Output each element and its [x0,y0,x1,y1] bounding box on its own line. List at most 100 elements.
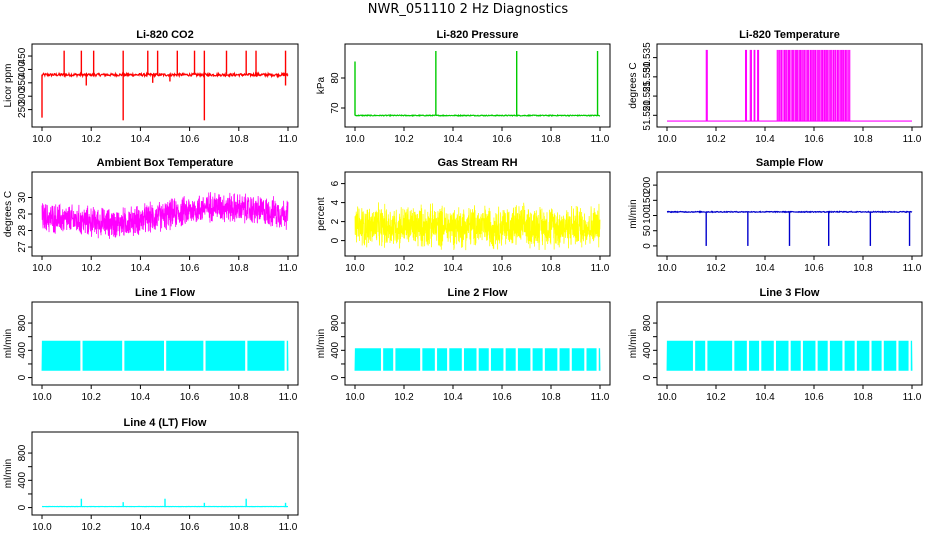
series-line [354,113,601,118]
panel-title: Gas Stream RH [437,157,517,169]
y-axis-label: Licor ppm [3,64,14,108]
y-tick-label: 100 [642,207,653,224]
x-tick-label: 10.6 [180,263,200,274]
x-tick-label: 10.4 [443,263,463,274]
x-tick-label: 10.8 [853,392,873,403]
gap-mark [800,339,803,372]
plot-frame [31,431,299,516]
y-axis-label: ml/min [3,459,14,488]
x-tick-label: 10.0 [32,392,52,403]
y-tick-label: 50 [642,225,653,237]
x-tick-label: 10.4 [443,392,463,403]
y-tick-label: 0 [330,237,341,243]
panel-line-4-lt-flow: Line 4 (LT) Flow 10.0 10.2 10.4 10.6 10.8 11.0… [3,417,299,533]
panel-title: Li-820 Temperature [739,29,840,41]
y-tick-label: 800 [642,314,653,331]
gap-mark [420,347,423,372]
y-tick-label: 0 [17,504,28,510]
panel-line-2-flow: Line 2 Flow 10.0 10.2 10.4 10.6 10.8 11.0 0 400 8… [316,287,611,403]
x-tick-label: 10.2 [394,134,414,145]
y-tick-label: 51.525 [642,80,653,111]
x-tick-label: 10.4 [443,134,463,145]
x-tick-label: 11.0 [279,263,298,274]
gap-mark [773,339,776,372]
gap-mark [122,339,125,372]
panel-title: Li-820 CO2 [136,29,193,41]
panel-title: Line 4 (LT) Flow [124,417,207,429]
x-tick-label: 10.2 [706,263,726,274]
gap-mark [164,339,167,372]
series-line [41,192,289,239]
gap-mark [203,339,206,372]
y-tick-label: 400 [17,61,28,78]
gap-mark [284,339,287,372]
x-tick-label: 11.0 [903,263,922,274]
x-tick-label: 11.0 [903,134,922,145]
y-tick-label: 250 [17,101,28,118]
x-tick-label: 10.8 [229,392,249,403]
x-tick-label: 10.4 [755,134,775,145]
x-tick-label: 11.0 [279,522,298,533]
gap-mark [447,347,450,372]
panel-ambient-box-temperature: Ambient Box Temperature 10.0 10.2 10.4 10.6 1… [3,157,299,274]
panel-title: Line 2 Flow [448,287,508,299]
gap-mark [746,339,750,372]
y-tick-label: 300 [17,87,28,104]
x-tick-label: 10.0 [345,134,365,145]
y-tick-label: 350 [17,74,28,91]
x-tick-label: 10.6 [804,263,824,274]
x-tick-label: 10.6 [804,392,824,403]
gap-mark [815,339,818,372]
x-tick-label: 10.0 [657,134,677,145]
gap-mark [476,347,479,372]
y-tick-label: 800 [330,314,341,331]
y-tick-label: 0 [330,374,341,380]
y-tick-label: 30 [17,191,28,203]
gap-mark [503,347,506,372]
x-tick-label: 10.0 [345,263,365,274]
x-tick-label: 10.0 [32,522,52,533]
y-tick-label: 400 [330,342,341,359]
series-line-3-flow [666,339,913,372]
x-tick-label: 10.8 [229,263,249,274]
plot-frame [31,301,299,386]
plot-frame [656,301,923,386]
gap-mark [515,347,518,372]
x-tick-label: 10.6 [180,134,200,145]
gap-mark [569,347,572,372]
gap-mark [461,347,464,372]
y-tick-label: 400 [642,342,653,359]
y-axis-label: kPa [316,76,327,94]
plot-frame [344,171,611,257]
y-axis-label: ml/min [628,329,639,358]
y-tick-label: 2 [330,218,341,224]
gap-mark [842,339,845,372]
gap-mark [759,339,762,372]
plot-frame [656,43,923,128]
x-tick-label: 10.8 [853,134,873,145]
gap-mark [380,347,384,372]
gap-mark [881,339,884,372]
y-tick-label: 28 [17,225,28,237]
panel-title: Ambient Box Temperature [97,157,234,169]
x-tick-label: 10.4 [131,522,151,533]
panel-gas-stream-rh: Gas Stream RH 10.0 10.2 10.4 10.6 10.8 11.0 0 2 4… [316,157,611,274]
series-gas-stream-rh [354,202,601,251]
y-tick-label: 29 [17,208,28,220]
y-tick-label: 400 [17,342,28,359]
plot-frame [656,171,923,257]
y-tick-label: 200 [642,176,653,193]
y-axis-label: ml/min [316,329,327,358]
y-tick-label: 51.530 [642,61,653,92]
gap-mark [80,339,83,372]
x-tick-label: 10.0 [657,263,677,274]
x-tick-label: 10.2 [706,134,726,145]
x-tick-label: 10.6 [804,134,824,145]
x-tick-label: 10.8 [541,134,561,145]
x-tick-label: 10.6 [492,263,512,274]
series-line-4-lt-flow [41,498,289,508]
y-tick-label: 4 [330,199,341,205]
plot-frame [344,43,611,128]
gap-mark [692,339,696,372]
y-tick-label: 800 [17,314,28,331]
